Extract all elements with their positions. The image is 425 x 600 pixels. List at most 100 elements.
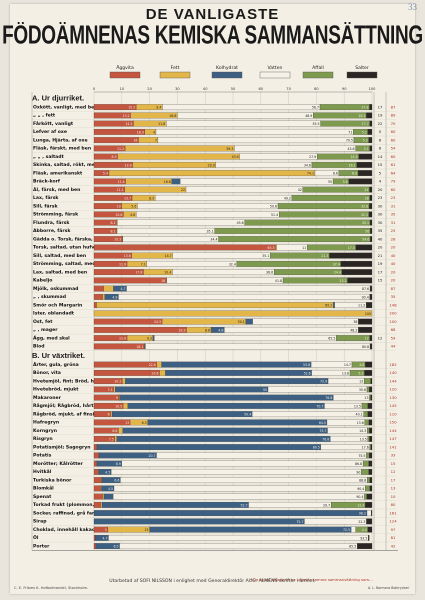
row-annotation: 20 xyxy=(378,187,383,192)
row-value: 31 xyxy=(391,220,396,225)
bar-salter xyxy=(367,402,373,409)
bar-value-kolhydrat: 4.7 xyxy=(120,287,125,291)
x-tick-label: 70 xyxy=(286,87,291,91)
bar-value-vatten: 45.8 xyxy=(237,221,244,225)
bar-value-fett: 7.1 xyxy=(141,262,146,266)
bar-value-vatten: 13 xyxy=(364,396,368,400)
bar-salter xyxy=(366,518,373,525)
bar-value-affall: 56 xyxy=(365,229,369,233)
bar-fett xyxy=(107,526,150,533)
footnote: * De ätliga afdelarna ha ungefär samma s… xyxy=(250,577,373,582)
bar-aggvita xyxy=(93,369,160,376)
row-value: 87 xyxy=(391,286,396,291)
bar-value-fett: 16.6 xyxy=(164,180,171,184)
bar-value-vatten: 22.3 xyxy=(358,520,365,524)
bar-value-fett: 16.8 xyxy=(169,114,176,118)
bar-value-vatten: 86.8 xyxy=(355,462,362,466)
bar-vatten xyxy=(172,252,271,259)
row-value: 61 xyxy=(391,162,396,167)
bar-affall xyxy=(367,427,370,434)
bar-salter xyxy=(366,302,373,309)
bar-value-vatten: 85.5 xyxy=(349,545,356,549)
bar-value-fett: 9.4 xyxy=(156,106,161,110)
bar-salter xyxy=(355,244,373,251)
bar-vatten xyxy=(234,145,356,152)
bar-salter xyxy=(371,510,373,517)
bar-vatten xyxy=(120,477,368,484)
bar-value-aggvita: 5 xyxy=(105,528,107,532)
row-annotation: 6 xyxy=(379,137,382,142)
legend-swatch-fett xyxy=(159,71,191,79)
bar-value-kolhydrat: 98.2 xyxy=(359,512,366,516)
bar-salter xyxy=(367,411,373,418)
bar-value-affall: 12 xyxy=(365,337,369,341)
bar-affall xyxy=(302,186,370,193)
row-value: 79 xyxy=(391,179,396,184)
bar-salter xyxy=(370,227,373,234)
row-value: 124 xyxy=(389,519,397,524)
bar-kolhydrat xyxy=(101,501,249,508)
food-label: Lunga, Hjärta, af oxe xyxy=(33,137,88,143)
bar-value-affall: 24.4 xyxy=(334,271,341,275)
bar-value-fett: 7 xyxy=(155,139,157,143)
bar-kolhydrat xyxy=(115,386,269,393)
bar-value-aggvita: 9 xyxy=(116,396,118,400)
bar-value-aggvita: 22.6 xyxy=(149,363,156,367)
food-label: Fläsk, amerikanskt xyxy=(33,170,83,176)
bar-value-vatten: 11 xyxy=(302,246,306,250)
bar-value-vatten: 13.5 xyxy=(360,437,367,441)
row-annotation: 15 xyxy=(378,162,383,167)
bar-salter xyxy=(369,427,373,434)
food-label: Rågbröd, mjukt, af finsiktadt mjöl xyxy=(33,410,121,417)
bar-value-vatten: 70.5 xyxy=(346,139,353,143)
bar-salter xyxy=(368,534,370,541)
bar-affall xyxy=(369,394,371,401)
bar-affall xyxy=(367,435,370,442)
row-value: 25 xyxy=(391,228,396,233)
bar-salter xyxy=(369,386,373,393)
bar-value-vatten: 13.6 xyxy=(357,421,364,425)
row-value: 80 xyxy=(391,502,396,507)
bar-value-aggvita: 10.5 xyxy=(115,404,122,408)
bar-value-affall: 19.1 xyxy=(358,114,365,118)
bar-value-affall: 45.1 xyxy=(362,221,369,225)
food-label: Ärter, gula, gröna xyxy=(33,361,79,368)
food-label: Blod xyxy=(33,344,45,350)
row-value: 148 xyxy=(389,302,397,307)
bar-fett xyxy=(123,402,129,409)
bar-kolhydrat xyxy=(103,493,114,500)
bar-value-fett: 11.8 xyxy=(158,122,165,126)
row-value: 28 xyxy=(391,236,396,241)
bar-affall xyxy=(282,277,348,284)
bar-vatten xyxy=(180,178,334,185)
row-annotation: 19 xyxy=(378,113,383,118)
bar-fett xyxy=(132,161,216,168)
bar-salter xyxy=(370,236,373,243)
row-value: 15 xyxy=(391,461,396,466)
row-value: 130 xyxy=(389,395,397,400)
bar-fett xyxy=(156,361,162,368)
bar-value-affall: 6.9 xyxy=(352,172,357,176)
bar-salter xyxy=(369,120,373,127)
bar-kolhydrat xyxy=(93,518,305,525)
section-label: A. Ur djurriket. xyxy=(32,94,84,103)
food-label: Rågmjöl; Rågbröd, hårt, grofsiktadt xyxy=(33,402,127,409)
corner-mark: 33 xyxy=(408,2,417,12)
bar-salter xyxy=(369,145,373,152)
bar-value-fett: 5.6 xyxy=(131,205,136,209)
bar-salter xyxy=(370,378,373,385)
bar-salter xyxy=(369,452,373,459)
bar-value-vatten: 80.8 xyxy=(362,345,369,349)
row-value: 12 xyxy=(391,469,396,474)
bar-vatten xyxy=(177,112,314,119)
row-value: 60 xyxy=(391,137,396,142)
bar-kolhydrat xyxy=(165,369,312,376)
bar-value-kolhydrat: 72.5 xyxy=(343,528,350,532)
bar-salter xyxy=(365,361,373,368)
legend-label-affall: Affall xyxy=(312,65,324,71)
x-tick-label: 90 xyxy=(342,87,347,91)
bar-value-affall: 28 xyxy=(365,196,369,200)
legend-swatch-affall xyxy=(302,71,334,79)
food-label: Lax, färsk xyxy=(33,195,59,201)
bar-salter xyxy=(369,194,373,201)
